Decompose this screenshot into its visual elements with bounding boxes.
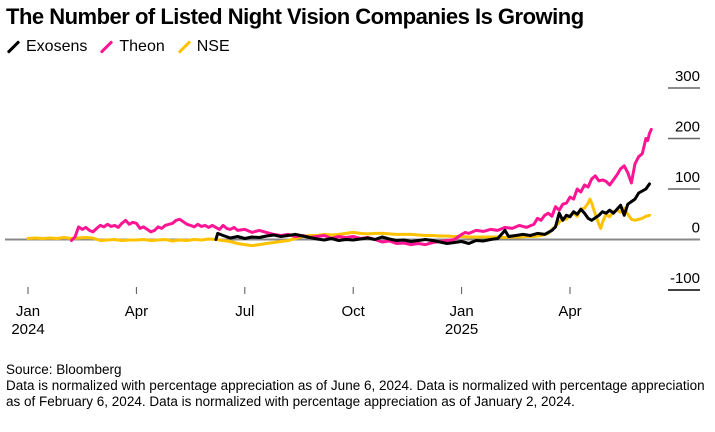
x-tick-year-label: 2024 [11,321,44,338]
legend-label-exosens: Exosens [26,38,88,55]
x-tick-year-label: 2025 [445,321,478,338]
legend-item-theon: Theon [99,38,164,56]
x-tick-label: Jan [16,303,40,320]
source-note: Source: Bloomberg [6,362,122,377]
x-tick-label: Apr [125,303,148,320]
y-tick-label: 200 [675,119,700,136]
series-line-exosens [214,182,651,245]
x-tick-label: Jul [235,303,254,320]
legend-swatch-nse [177,40,191,54]
legend: Exosens Theon NSE [6,38,242,56]
legend-swatch-theon [99,40,113,54]
x-tick-label: Jan [450,303,474,320]
legend-item-nse: NSE [177,38,230,56]
series-line-theon [69,127,653,247]
y-tick-label: 0 [692,220,700,237]
y-tick-label: 100 [675,169,700,186]
y-tick-label: 300 [675,68,700,85]
legend-swatch-exosens [6,40,20,54]
normalization-note: Data is normalized with percentage appre… [6,378,705,409]
legend-item-exosens: Exosens [6,38,87,56]
legend-label-nse: NSE [196,38,230,55]
x-tick-label: Oct [342,303,366,320]
chart-footer: Source: Bloomberg Data is normalized wit… [6,362,711,410]
chart-title: The Number of Listed Night Vision Compan… [6,4,584,29]
y-tick-label: -100 [670,270,700,287]
legend-label-theon: Theon [119,38,165,55]
series-line-nse [26,197,651,248]
x-tick-label: Apr [558,303,581,320]
